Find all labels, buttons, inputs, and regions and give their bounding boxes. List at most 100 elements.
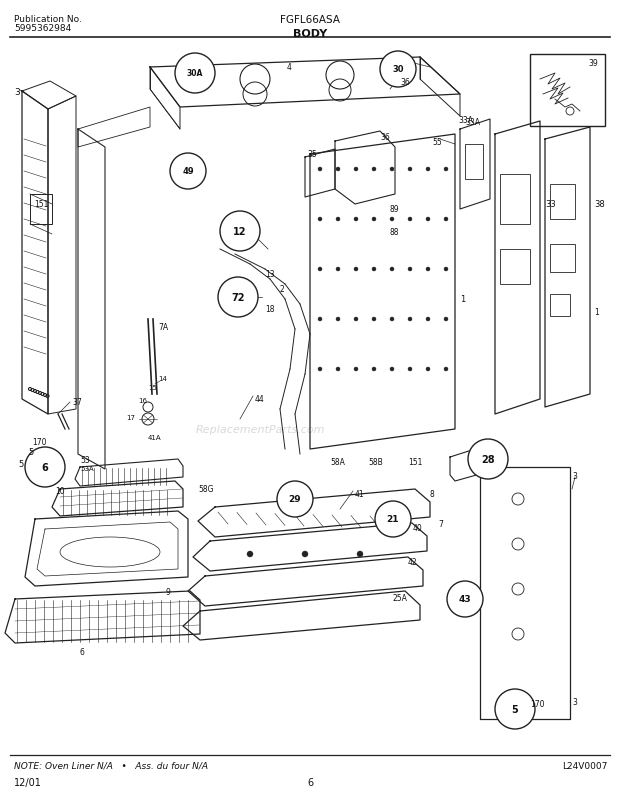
Text: ReplacementParts.com: ReplacementParts.com: [195, 424, 325, 435]
Text: 2: 2: [280, 285, 285, 294]
Text: 30A: 30A: [187, 70, 203, 79]
Circle shape: [336, 268, 340, 272]
Text: 5995362984: 5995362984: [14, 24, 71, 33]
Circle shape: [447, 581, 483, 618]
Circle shape: [426, 268, 430, 272]
Circle shape: [175, 54, 215, 94]
Text: 33A: 33A: [458, 115, 473, 125]
Text: 6: 6: [42, 463, 48, 472]
Text: 18: 18: [265, 305, 275, 314]
Circle shape: [220, 212, 260, 252]
Text: 12: 12: [233, 227, 247, 237]
Text: 16: 16: [138, 398, 147, 403]
Circle shape: [372, 217, 376, 221]
Text: 5: 5: [18, 460, 24, 468]
Circle shape: [354, 217, 358, 221]
Circle shape: [426, 318, 430, 322]
Circle shape: [318, 168, 322, 172]
Text: 55: 55: [432, 138, 441, 147]
Circle shape: [372, 367, 376, 371]
Text: Publication No.: Publication No.: [14, 15, 82, 24]
Text: 5: 5: [28, 448, 33, 456]
Circle shape: [354, 168, 358, 172]
Text: 43: 43: [459, 595, 471, 604]
Text: 58B: 58B: [368, 457, 383, 467]
Bar: [30, 195, 52, 225]
Text: 13: 13: [265, 269, 275, 278]
Text: L24V0007: L24V0007: [562, 761, 608, 770]
Text: 7A: 7A: [158, 322, 168, 331]
Text: 33A: 33A: [465, 118, 480, 127]
Circle shape: [318, 367, 322, 371]
Text: 170: 170: [32, 437, 46, 447]
Text: 89: 89: [390, 205, 400, 214]
Circle shape: [354, 268, 358, 272]
Bar: [550, 184, 575, 220]
Text: 8: 8: [430, 489, 435, 498]
Text: FGFL66ASA: FGFL66ASA: [280, 15, 340, 25]
Circle shape: [318, 217, 322, 221]
Text: 21: 21: [387, 515, 399, 524]
Text: 42: 42: [408, 557, 418, 566]
Circle shape: [444, 217, 448, 221]
Text: 1: 1: [460, 294, 465, 304]
Circle shape: [372, 318, 376, 322]
Text: 12/01: 12/01: [14, 777, 42, 787]
Circle shape: [354, 367, 358, 371]
Text: 151: 151: [408, 457, 422, 467]
Circle shape: [495, 689, 535, 729]
Text: 15: 15: [148, 384, 157, 391]
Text: 25A: 25A: [393, 593, 408, 602]
Circle shape: [408, 268, 412, 272]
Text: 40: 40: [413, 524, 423, 533]
Circle shape: [444, 367, 448, 371]
Text: 41: 41: [355, 489, 365, 498]
Text: 30: 30: [392, 66, 404, 75]
Circle shape: [336, 217, 340, 221]
Circle shape: [25, 448, 65, 488]
Circle shape: [426, 367, 430, 371]
Text: 53A: 53A: [80, 465, 94, 472]
Circle shape: [218, 277, 258, 318]
Text: BODY: BODY: [293, 29, 327, 39]
Circle shape: [444, 318, 448, 322]
Circle shape: [302, 551, 308, 557]
Circle shape: [170, 154, 206, 190]
Bar: [500, 175, 530, 225]
Text: 3: 3: [572, 472, 577, 480]
Circle shape: [247, 551, 253, 557]
Circle shape: [357, 551, 363, 557]
Bar: [550, 245, 575, 273]
Text: 6: 6: [307, 777, 313, 787]
Text: 6: 6: [79, 647, 84, 656]
Text: 5: 5: [512, 704, 518, 714]
Circle shape: [380, 52, 416, 88]
Text: 58G: 58G: [198, 484, 213, 493]
Text: 28: 28: [481, 455, 495, 464]
Text: 9: 9: [165, 587, 170, 596]
Text: 3: 3: [572, 697, 577, 706]
Circle shape: [336, 367, 340, 371]
Text: 38: 38: [594, 200, 604, 209]
Text: 58A: 58A: [330, 457, 345, 467]
Circle shape: [426, 217, 430, 221]
Circle shape: [390, 367, 394, 371]
Text: 3: 3: [14, 88, 20, 97]
Circle shape: [408, 318, 412, 322]
Circle shape: [336, 168, 340, 172]
Circle shape: [372, 268, 376, 272]
Bar: [465, 145, 483, 180]
Text: 151: 151: [34, 200, 48, 209]
Text: 7: 7: [438, 520, 443, 529]
Text: 36: 36: [380, 133, 390, 142]
Text: 170: 170: [530, 699, 544, 708]
Circle shape: [426, 168, 430, 172]
Text: 53: 53: [80, 456, 90, 464]
Text: 39: 39: [588, 59, 598, 68]
Circle shape: [408, 217, 412, 221]
Text: 4: 4: [287, 63, 292, 72]
Circle shape: [390, 268, 394, 272]
Text: NOTE: Oven Liner N/A   •   Ass. du four N/A: NOTE: Oven Liner N/A • Ass. du four N/A: [14, 761, 208, 770]
Text: 29: 29: [289, 495, 301, 504]
Text: 72: 72: [231, 293, 245, 302]
